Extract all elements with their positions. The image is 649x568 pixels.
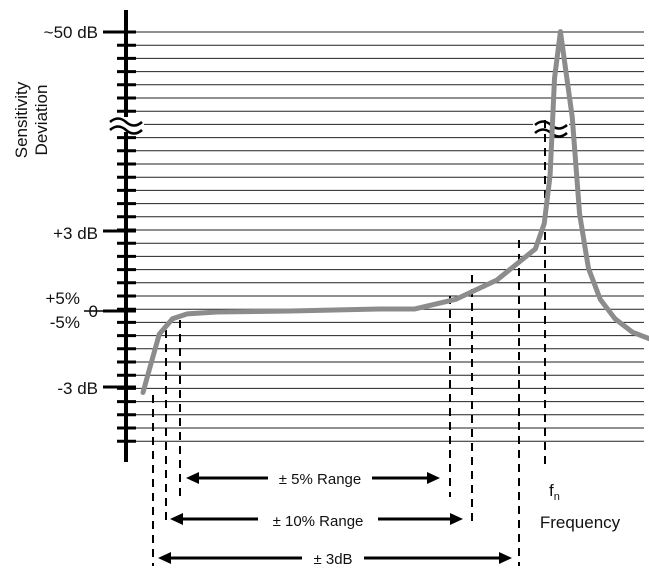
range-label-3db: ± 3dB — [313, 551, 352, 568]
y-tick-label-plus5pct: +5% — [46, 289, 81, 308]
y-axis-label-line2: Deviation — [32, 85, 51, 156]
axis-break-gap — [108, 117, 144, 132]
range-label-10pct: ± 10% Range — [273, 513, 364, 530]
y-tick-label-plus3db: +3 dB — [53, 224, 98, 243]
range-guide-lines — [152, 120, 546, 566]
range-label-5pct: ± 5% Range — [279, 471, 361, 488]
axis-breaks — [108, 117, 569, 138]
axis-break-wave — [109, 117, 143, 127]
x-axis-label: Frequency — [540, 513, 621, 532]
y-tick-label-minus3db: -3 dB — [57, 379, 98, 398]
range-arrows — [158, 472, 512, 564]
range-arrowhead — [186, 472, 199, 484]
peak-frequency-label: fn — [549, 481, 560, 503]
range-arrowhead — [450, 513, 463, 525]
range-arrowhead — [170, 513, 183, 525]
range-arrowhead — [158, 552, 171, 564]
y-axis-label-line1: Sensitivity — [12, 81, 31, 158]
axis-break-wave — [109, 125, 143, 135]
range-arrowhead — [427, 472, 440, 484]
range-arrowhead — [499, 552, 512, 564]
y-tick-label-50db: ~50 dB — [44, 23, 98, 42]
response-curve — [140, 29, 649, 395]
grid-lines — [134, 31, 644, 442]
y-tick-label-minus5pct: -5% — [50, 313, 80, 332]
y-tick-label-zero: 0 — [89, 302, 98, 321]
